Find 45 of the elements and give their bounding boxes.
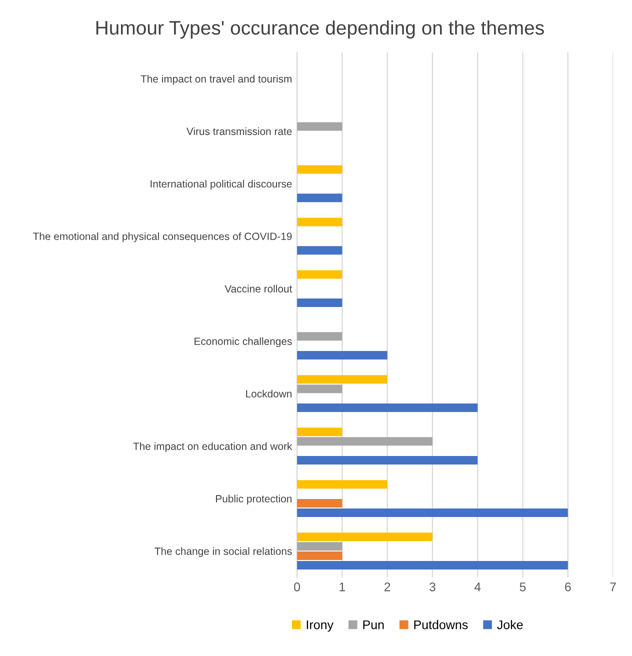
bar [297, 404, 478, 412]
bar [297, 218, 342, 226]
x-tick-label: 4 [474, 582, 481, 592]
bar [297, 194, 342, 202]
chart-title: Humour Types' occurance depending on the themes [96, 20, 544, 39]
bar [297, 560, 568, 570]
bar [297, 332, 342, 341]
x-tick-label: 0 [294, 582, 300, 592]
x-tick-label: 6 [565, 582, 571, 592]
x-tick-label: 5 [520, 582, 526, 592]
bar [297, 298, 342, 308]
bar [297, 542, 342, 551]
bar [297, 552, 342, 560]
bar [297, 480, 388, 489]
bar [297, 499, 342, 508]
bar [297, 122, 342, 131]
bar [297, 375, 388, 384]
x-tick-label: 3 [429, 582, 436, 592]
y-tick-label: International political discourse [150, 180, 292, 190]
x-tick-label: 2 [384, 582, 390, 592]
y-tick-label: The emotional and physical consequences of COVID-19 [33, 232, 292, 242]
y-tick-label: The change in social relations [154, 547, 292, 557]
bar [297, 165, 342, 174]
x-tick-label: 1 [340, 582, 346, 592]
bar [297, 532, 432, 542]
bar [297, 428, 342, 436]
y-tick-label: Vaccine rollout [224, 284, 292, 293]
y-tick-label: The impact on education and work [133, 442, 292, 452]
bar [297, 351, 388, 360]
bar [297, 437, 432, 446]
bar [297, 508, 568, 517]
legend-label: Pun [363, 620, 384, 630]
legend-label: Irony [306, 620, 334, 632]
bar [297, 246, 342, 255]
legend-label: Joke [497, 620, 523, 630]
bar [297, 270, 342, 279]
y-tick-label: The impact on travel and tourism [140, 74, 292, 85]
bar [297, 456, 478, 464]
y-tick-label: Virus transmission rate [186, 127, 292, 136]
y-tick-label: Public protection [216, 494, 292, 504]
y-tick-label: Economic challenges [194, 337, 292, 348]
x-tick-label: 7 [610, 582, 616, 592]
bar [297, 384, 342, 394]
y-tick-label: Lockdown [246, 390, 292, 398]
legend-label: Putdowns [414, 620, 468, 630]
